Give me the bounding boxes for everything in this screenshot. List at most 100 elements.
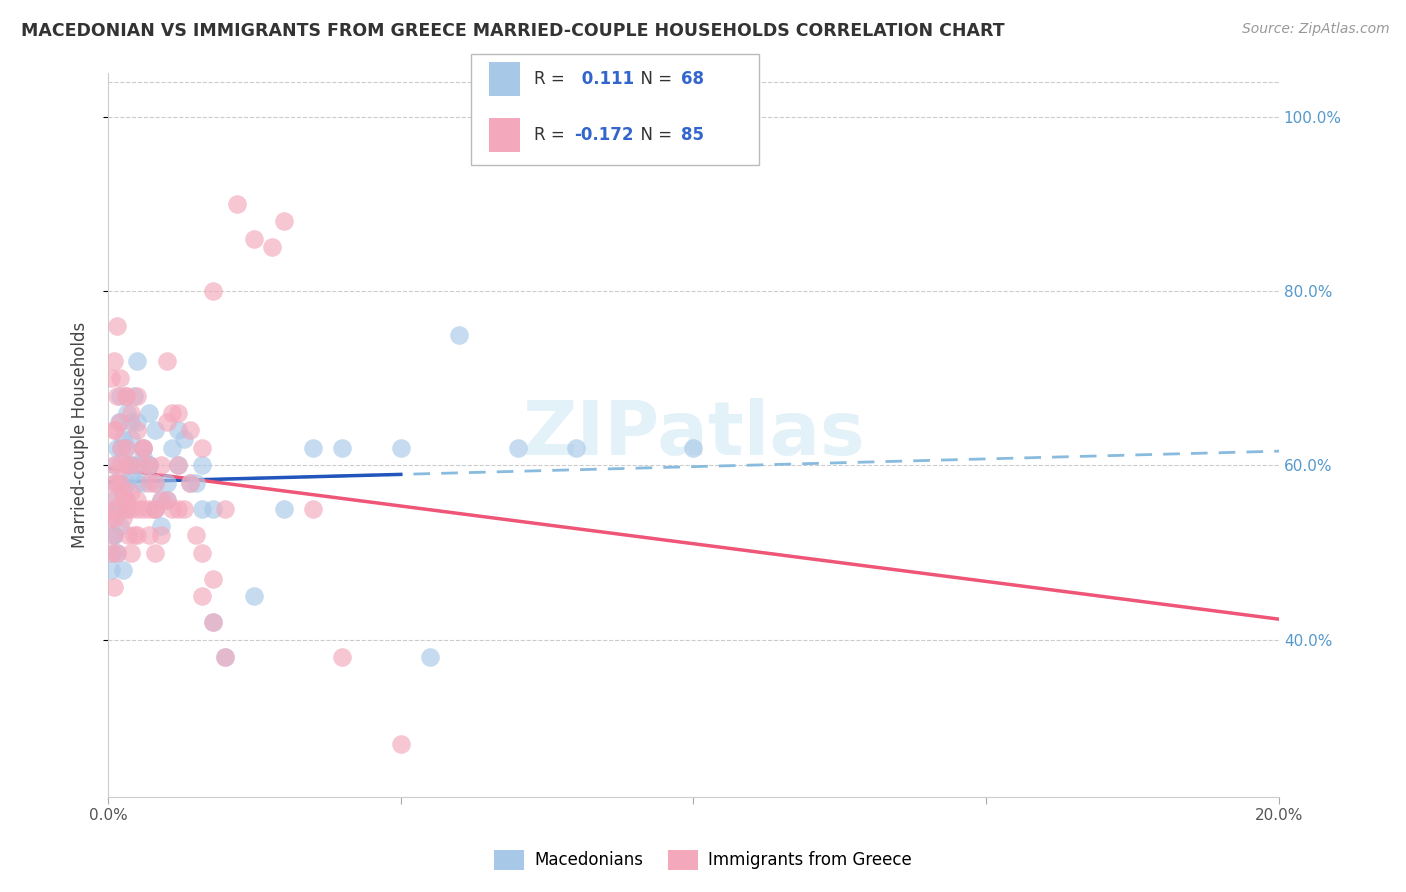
Point — [132, 450, 155, 464]
Text: 85: 85 — [681, 126, 703, 144]
Point — [111, 484, 134, 499]
Point — [190, 545, 212, 559]
Point — [115, 502, 138, 516]
Point — [149, 493, 172, 508]
Point — [179, 424, 201, 438]
Point — [155, 353, 177, 368]
Point — [108, 475, 131, 490]
Point — [101, 545, 124, 559]
Point — [143, 502, 166, 516]
Point — [111, 484, 134, 499]
Point — [143, 475, 166, 490]
Point — [225, 196, 247, 211]
Point — [110, 441, 132, 455]
Point — [114, 388, 136, 402]
Point — [105, 318, 128, 333]
Point — [184, 475, 207, 490]
Point — [107, 415, 129, 429]
Point — [120, 545, 142, 559]
Point — [104, 458, 127, 473]
Point — [149, 519, 172, 533]
Point — [105, 545, 128, 559]
Point — [330, 650, 353, 665]
Point — [173, 502, 195, 516]
Point — [149, 528, 172, 542]
Point — [120, 467, 142, 481]
Point — [143, 502, 166, 516]
Point — [682, 441, 704, 455]
Point — [105, 545, 128, 559]
Point — [167, 406, 190, 420]
Point — [120, 415, 142, 429]
Point — [100, 563, 122, 577]
Point — [202, 284, 225, 298]
Point — [104, 475, 127, 490]
Text: R =: R = — [534, 126, 571, 144]
Point — [155, 493, 177, 508]
Point — [103, 475, 125, 490]
Text: Source: ZipAtlas.com: Source: ZipAtlas.com — [1241, 22, 1389, 37]
Point — [449, 327, 471, 342]
Point — [273, 502, 295, 516]
Point — [132, 441, 155, 455]
Text: N =: N = — [630, 126, 678, 144]
Point — [273, 214, 295, 228]
Point — [127, 458, 149, 473]
Point — [127, 475, 149, 490]
Point — [173, 432, 195, 446]
Point — [101, 528, 124, 542]
Point — [162, 502, 184, 516]
Point — [143, 475, 166, 490]
Point — [103, 353, 125, 368]
Point — [105, 502, 128, 516]
Point — [190, 502, 212, 516]
Point — [110, 441, 132, 455]
Point — [419, 650, 441, 665]
Point — [114, 441, 136, 455]
Point — [202, 502, 225, 516]
Point — [190, 441, 212, 455]
Point — [114, 502, 136, 516]
Point — [120, 432, 142, 446]
Point — [114, 493, 136, 508]
Point — [143, 545, 166, 559]
Point — [127, 493, 149, 508]
Point — [243, 589, 266, 603]
Point — [111, 510, 134, 524]
Point — [127, 388, 149, 402]
Point — [149, 458, 172, 473]
Point — [103, 458, 125, 473]
Point — [155, 475, 177, 490]
Y-axis label: Married-couple Households: Married-couple Households — [72, 322, 89, 548]
Point — [103, 424, 125, 438]
Point — [120, 502, 142, 516]
Point — [100, 493, 122, 508]
Point — [127, 415, 149, 429]
Point — [138, 458, 160, 473]
Point — [114, 493, 136, 508]
Point — [124, 528, 146, 542]
Point — [108, 475, 131, 490]
Point — [214, 650, 236, 665]
Point — [100, 545, 122, 559]
Point — [100, 510, 122, 524]
Point — [167, 502, 190, 516]
Point — [108, 415, 131, 429]
Point — [105, 441, 128, 455]
Point — [111, 493, 134, 508]
Point — [105, 475, 128, 490]
Point — [117, 528, 139, 542]
Point — [214, 650, 236, 665]
Point — [143, 424, 166, 438]
Point — [155, 493, 177, 508]
Text: -0.172: -0.172 — [574, 126, 633, 144]
Point — [132, 441, 155, 455]
Point — [103, 502, 125, 516]
Point — [179, 475, 201, 490]
Point — [155, 415, 177, 429]
Text: MACEDONIAN VS IMMIGRANTS FROM GREECE MARRIED-COUPLE HOUSEHOLDS CORRELATION CHART: MACEDONIAN VS IMMIGRANTS FROM GREECE MAR… — [21, 22, 1005, 40]
Point — [108, 371, 131, 385]
Point — [167, 424, 190, 438]
Point — [162, 406, 184, 420]
Point — [202, 615, 225, 630]
